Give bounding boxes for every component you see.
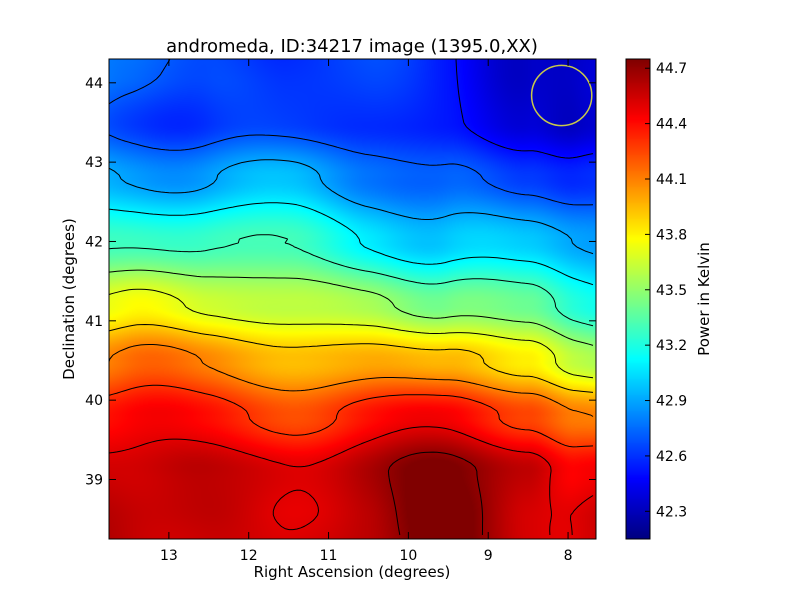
x-tick-label: 12 bbox=[240, 548, 258, 564]
x-tick-label: 9 bbox=[484, 548, 493, 564]
colorbar-tick-label: 42.3 bbox=[656, 504, 687, 520]
contour-line-3 bbox=[108, 202, 594, 286]
y-tick-label: 39 bbox=[85, 472, 103, 488]
beam-circle-annotation bbox=[530, 64, 593, 127]
colorbar-tick-label: 43.2 bbox=[656, 338, 687, 354]
contour-line-2 bbox=[108, 159, 594, 255]
x-axis-label: Right Ascension (degrees) bbox=[254, 563, 451, 581]
contour-line-9 bbox=[108, 384, 594, 448]
plot-frame bbox=[108, 58, 597, 540]
y-axis: 39 40 41 42 43 44 bbox=[85, 76, 596, 488]
contour-line-7 bbox=[108, 324, 594, 393]
colorbar-ticks: 42.3 42.6 42.9 43.2 43.5 43.8 44.1 44.4 44.7 bbox=[645, 61, 687, 520]
y-tick-label: 42 bbox=[85, 234, 103, 250]
y-axis-label: Declination (degrees) bbox=[60, 218, 78, 380]
y-tick-label: 40 bbox=[85, 393, 103, 409]
colorbar-label: Power in Kelvin bbox=[695, 242, 713, 356]
y-tick-label: 43 bbox=[85, 155, 103, 171]
colorbar-tick-label: 42.6 bbox=[656, 449, 687, 465]
contour-line-4 bbox=[108, 234, 594, 327]
colorbar-tick-label: 44.1 bbox=[656, 172, 687, 188]
colorbar-tick-label: 44.4 bbox=[656, 117, 687, 133]
y-tick-label: 44 bbox=[85, 76, 103, 92]
colorbar-tick-label: 44.7 bbox=[656, 61, 687, 77]
contour-line-5 bbox=[108, 269, 594, 346]
x-tick-label: 10 bbox=[399, 548, 417, 564]
colorbar: 42.3 42.6 42.9 43.2 43.5 43.8 44.1 44.4 44.7 Pow… bbox=[625, 58, 713, 540]
contour-line-11 bbox=[387, 451, 484, 536]
chart-title: andromeda, ID:34217 image (1395.0,XX) bbox=[166, 36, 538, 57]
x-axis: 13 12 11 10 9 8 bbox=[160, 59, 573, 564]
x-tick-label: 8 bbox=[564, 548, 573, 564]
x-tick-label: 11 bbox=[320, 548, 338, 564]
plot-area bbox=[108, 58, 597, 540]
colorbar-gradient bbox=[626, 59, 650, 539]
contour-line-8 bbox=[108, 344, 594, 417]
y-tick-label: 41 bbox=[85, 314, 103, 330]
contour-lines bbox=[108, 58, 594, 536]
contour-line-10 bbox=[108, 426, 594, 536]
colorbar-tick-label: 43.5 bbox=[656, 283, 687, 299]
heatmap-image bbox=[109, 59, 596, 539]
contour-line-0 bbox=[455, 58, 594, 159]
contour-line-6 bbox=[108, 288, 594, 379]
x-tick-label: 13 bbox=[160, 548, 178, 564]
colorbar-tick-label: 42.9 bbox=[656, 394, 687, 410]
contour-line-1 bbox=[108, 58, 594, 206]
colorbar-tick-label: 43.8 bbox=[656, 227, 687, 243]
colorbar-frame bbox=[625, 58, 651, 540]
